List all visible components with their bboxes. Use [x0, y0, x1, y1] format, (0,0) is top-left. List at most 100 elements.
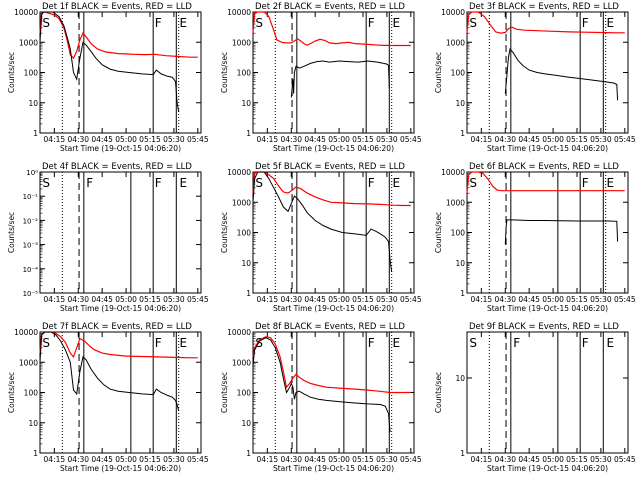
marker-f: F [368, 16, 375, 30]
x-tick-label: 04:45 [518, 295, 540, 304]
x-tick-label: 05:15 [139, 135, 161, 144]
marker-f: F [155, 176, 162, 190]
x-axis-label: Start Time (19-Oct-15 04:06:20) [487, 304, 608, 313]
series-lld [466, 171, 625, 194]
marker-s: S [42, 336, 50, 350]
y-tick-label: 100 [237, 69, 252, 78]
panel-title: Det 7f BLACK = Events, RED = LLD [42, 322, 192, 332]
series-events [290, 60, 390, 98]
x-tick-label: 04:30 [280, 295, 302, 304]
x-tick-label: 04:30 [67, 295, 89, 304]
x-axis-label: Start Time (19-Oct-15 04:06:20) [60, 464, 181, 473]
marker-f: F [582, 336, 589, 350]
y-tick-label: 1000 [232, 38, 251, 47]
y-axis-label: Counts/sec [220, 52, 229, 93]
panel-det-6f: Det 6f BLACK = Events, RED = LLD 1 10 100 10… [434, 162, 636, 313]
x-tick-label: 04:15 [471, 295, 493, 304]
y-tick-label: 1 [33, 129, 38, 138]
series-events [252, 171, 393, 272]
y-tick-label: 1 [246, 129, 251, 138]
y-tick-label: 10 [455, 374, 465, 383]
x-tick-label: 05:30 [590, 455, 612, 464]
x-tick-label: 05:30 [376, 455, 398, 464]
y-tick-label: 10 [241, 419, 251, 428]
series-lld [39, 331, 198, 359]
marker-s: S [255, 336, 263, 350]
panel-det-9f: Det 9f BLACK = Events, RED = LLD 1 10 Count… [434, 322, 636, 473]
x-axis-label: Start Time (19-Oct-15 04:06:20) [273, 144, 394, 153]
x-tick-label: 05:45 [187, 455, 209, 464]
y-tick-label: 1000 [232, 198, 251, 207]
x-axis-label: Start Time (19-Oct-15 04:06:20) [273, 464, 394, 473]
x-tick-label: 05:00 [115, 455, 137, 464]
y-tick-label: 10 [455, 99, 465, 108]
x-tick-label: 05:30 [163, 135, 185, 144]
x-tick-label: 05:45 [614, 135, 636, 144]
panel-title: Det 5f BLACK = Events, RED = LLD [255, 162, 405, 172]
y-tick-label: 100 [237, 229, 252, 238]
marker-f: F [86, 176, 93, 190]
series-lld [252, 11, 411, 47]
series-events [39, 331, 180, 411]
x-tick-label: 05:45 [187, 295, 209, 304]
x-tick-label: 05:30 [163, 295, 185, 304]
x-tick-label: 04:45 [304, 455, 326, 464]
marker-e: E [179, 336, 187, 350]
x-tick-label: 05:00 [542, 455, 564, 464]
x-axis-label: Start Time (19-Oct-15 04:06:20) [273, 304, 394, 313]
y-axis-label: Counts/sec [220, 212, 229, 253]
panel-det-5f: Det 5f BLACK = Events, RED = LLD 1 10 100 10… [220, 162, 422, 313]
x-tick-label: 04:15 [471, 455, 493, 464]
y-tick-label: 1000 [19, 358, 38, 367]
x-tick-label: 04:15 [44, 295, 66, 304]
x-tick-label: 04:45 [91, 295, 113, 304]
panel-title: Det 4f BLACK = Events, RED = LLD [42, 162, 192, 172]
y-tick-label: 10⁻⁵ [23, 290, 39, 298]
panel-det-4f: Det 4f BLACK = Events, RED = LLD 10⁻⁵ 10⁻⁴… [7, 162, 209, 313]
x-tick-label: 05:00 [328, 295, 350, 304]
y-axis-label: Counts/sec [7, 52, 16, 93]
marker-e: E [392, 16, 400, 30]
y-tick-label: 10 [28, 99, 38, 108]
x-axis-label: Start Time (19-Oct-15 04:06:20) [487, 144, 608, 153]
y-tick-label: 10000 [227, 328, 251, 337]
y-tick-label: 10⁻¹ [23, 193, 39, 201]
y-tick-label: 10 [455, 259, 465, 268]
y-tick-label: 10 [28, 419, 38, 428]
plot-frame [252, 11, 415, 134]
panel-det-1f: Det 1f BLACK = Events, RED = LLD 1 10 100 10… [7, 2, 209, 153]
x-tick-label: 04:15 [44, 135, 66, 144]
x-tick-label: 05:15 [139, 455, 161, 464]
y-tick-label: 1 [33, 449, 38, 458]
series-lld [252, 171, 411, 207]
panel-det-2f: Det 2f BLACK = Events, RED = LLD 1 10 100 10… [220, 2, 422, 153]
x-tick-label: 05:30 [590, 135, 612, 144]
x-tick-label: 04:15 [44, 455, 66, 464]
panel-title: Det 9f BLACK = Events, RED = LLD [469, 322, 619, 332]
x-tick-label: 04:15 [257, 135, 279, 144]
panel-det-3f: Det 3f BLACK = Events, RED = LLD 1 10 100 10… [434, 2, 636, 153]
y-tick-label: 10 [241, 99, 251, 108]
marker-s: S [255, 176, 263, 190]
marker-e: E [392, 176, 400, 190]
x-tick-label: 05:45 [400, 135, 422, 144]
series-events [252, 337, 391, 432]
plot-frame [466, 11, 629, 134]
y-tick-label: 1 [460, 129, 465, 138]
x-tick-label: 05:45 [614, 455, 636, 464]
x-tick-label: 05:00 [115, 135, 137, 144]
y-tick-label: 10 [241, 259, 251, 268]
x-tick-label: 04:45 [518, 455, 540, 464]
y-tick-label: 10⁻³ [23, 242, 39, 250]
x-axis-label: Start Time (19-Oct-15 04:06:20) [60, 144, 181, 153]
x-tick-label: 05:15 [566, 135, 588, 144]
y-axis-label: Counts/sec [7, 212, 16, 253]
y-tick-label: 10000 [227, 168, 251, 177]
x-tick-label: 05:15 [139, 295, 161, 304]
y-axis-label: Counts/sec [7, 372, 16, 413]
x-tick-label: 04:30 [67, 455, 89, 464]
x-tick-label: 04:45 [91, 135, 113, 144]
panel-title: Det 1f BLACK = Events, RED = LLD [42, 2, 192, 12]
x-tick-label: 04:15 [257, 455, 279, 464]
